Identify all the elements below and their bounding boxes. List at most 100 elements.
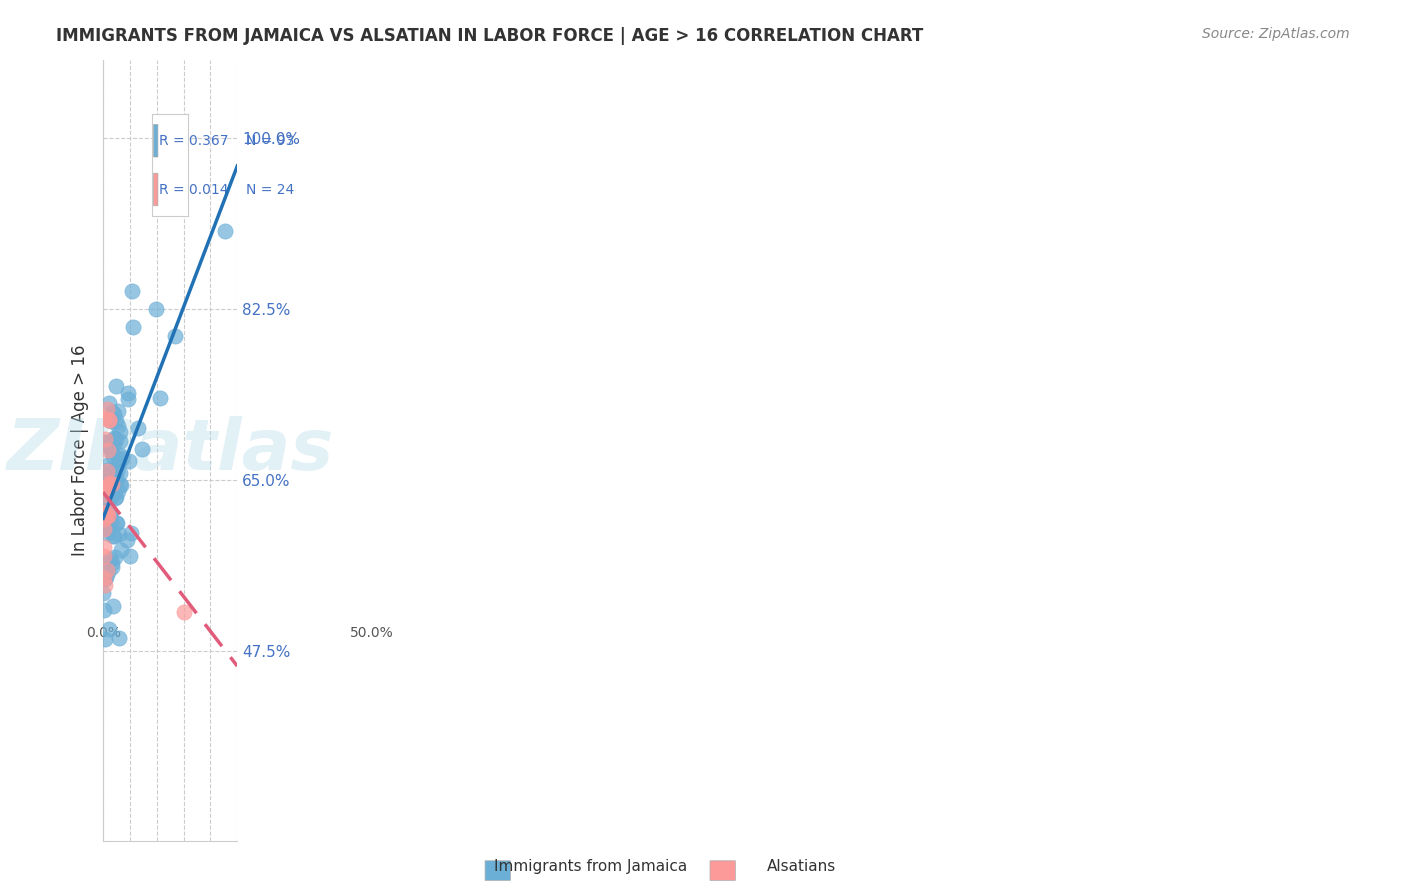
Point [96,467,118,482]
Point [93,522,115,536]
Point [115,533,138,548]
Point [117,385,139,400]
Point [122,320,145,334]
Point [105,379,128,393]
Point [110,542,132,557]
Point [93,434,115,449]
Point [97,622,120,636]
Point [93,505,115,519]
Y-axis label: In Labor Force | Age > 16: In Labor Force | Age > 16 [72,344,89,557]
Point [97,443,120,458]
Point [98,507,121,521]
Point [94,485,117,500]
Point [173,605,195,619]
Text: Alsatians: Alsatians [766,859,837,874]
Point [121,284,143,298]
Point [103,599,125,614]
Point [104,516,127,530]
Point [93,570,115,584]
Text: Immigrants from Jamaica: Immigrants from Jamaica [494,859,688,874]
Point [131,442,153,456]
Point [97,473,120,487]
Point [104,475,127,489]
Point [120,525,142,540]
Point [96,505,118,519]
Point [101,560,124,574]
Point [110,478,132,492]
Point [93,488,115,502]
Point [98,509,121,524]
Point [93,512,115,526]
Point [108,526,131,541]
Point [145,301,167,316]
Point [108,451,131,466]
Point [103,436,125,450]
Point [98,465,121,479]
Point [120,549,142,563]
Point [98,484,121,499]
Point [97,521,120,535]
Point [94,632,117,647]
Point [93,549,115,563]
Point [98,551,121,566]
Point [94,578,117,592]
Point [214,224,236,238]
Point [97,481,120,495]
Point [101,405,124,419]
Point [96,464,118,478]
Point [117,454,139,468]
Point [94,572,117,586]
Point [108,448,131,462]
Point [107,484,129,499]
Point [100,413,122,427]
Point [105,490,128,504]
Point [103,529,125,543]
Point [103,407,125,421]
Point [96,526,118,541]
Point [101,449,124,463]
Point [93,436,115,450]
Point [93,507,115,521]
Point [98,413,121,427]
Point [127,421,149,435]
Point [97,467,120,482]
Point [100,483,122,497]
Point [117,392,139,406]
Text: Source: ZipAtlas.com: Source: ZipAtlas.com [1202,27,1350,41]
Point [104,471,127,485]
Point [96,522,118,536]
Point [103,491,125,505]
Point [107,404,129,418]
Point [165,328,187,343]
Point [93,603,115,617]
Point [94,495,117,509]
Point [101,477,124,491]
Point [94,570,117,584]
Point [110,434,132,448]
Point [94,494,117,508]
Point [107,419,129,434]
Point [107,631,129,645]
Point [104,549,127,564]
Point [149,391,172,405]
Point [96,491,118,505]
Point [103,431,125,445]
Point [108,456,131,470]
Point [105,432,128,446]
Point [103,529,125,543]
Point [97,565,120,579]
Point [97,439,120,453]
Point [100,481,122,495]
Point [98,478,121,492]
Point [94,481,117,495]
Point [105,516,128,531]
Point [93,541,115,555]
Point [110,478,132,492]
Point [96,509,118,524]
Point [104,414,127,428]
Text: 50.0%: 50.0% [350,626,394,640]
Point [97,478,120,492]
Point [94,556,117,570]
Point [93,586,115,600]
Point [100,443,122,458]
